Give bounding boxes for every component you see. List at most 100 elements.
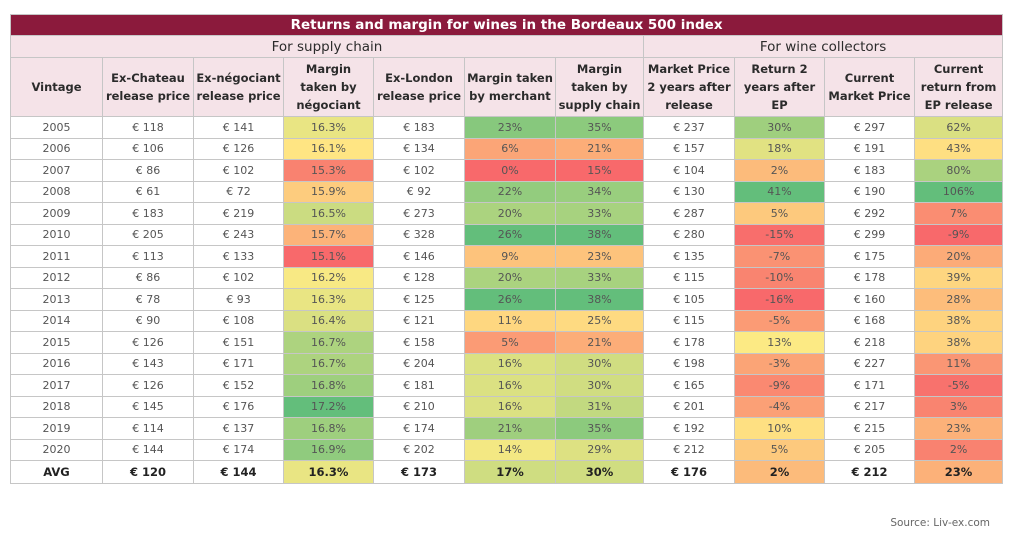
table-cell: € 168	[824, 309, 915, 332]
table-cell: € 86	[102, 159, 194, 182]
avg-cell: 17%	[464, 460, 556, 484]
table-cell: 2007	[10, 159, 103, 182]
table-cell: -9%	[913, 223, 1004, 246]
table-row: 2017 € 126 € 152 16.8% € 181 16% 30% € 165 -9% € …	[10, 374, 1004, 397]
table-row: 2012 € 86 € 102 16.2% € 128 20% 33% € 115 -10% € …	[10, 266, 1004, 289]
table-cell: 11%	[913, 352, 1004, 375]
table-cell: 106%	[913, 180, 1004, 203]
table-cell: -3%	[734, 352, 825, 375]
table-cell: € 171	[824, 374, 915, 397]
table-cell: € 102	[193, 159, 284, 182]
table-cell: € 243	[193, 223, 284, 246]
avg-cell: € 144	[193, 460, 284, 484]
table-cell: 80%	[913, 159, 1004, 182]
table-cell: 16.7%	[283, 331, 374, 354]
table-cell: € 273	[373, 202, 465, 225]
table-cell: 22%	[464, 180, 556, 203]
table-cell: € 287	[643, 202, 735, 225]
table-cell: € 174	[373, 417, 465, 440]
table-cell: 16%	[464, 395, 556, 418]
table-cell: 2019	[10, 417, 103, 440]
table-row: 2010 € 205 € 243 15.7% € 328 26% 38% € 280 -15% €…	[10, 223, 1004, 246]
table-cell: 15.3%	[283, 159, 374, 182]
table-cell: € 183	[102, 202, 194, 225]
table-cell: € 134	[373, 137, 465, 160]
table-cell: 2011	[10, 245, 103, 268]
table-cell: 2005	[10, 116, 103, 139]
table-cell: 14%	[464, 438, 556, 461]
table-cell: -5%	[734, 309, 825, 332]
avg-cell: 2%	[734, 460, 825, 484]
table-cell: 16%	[464, 352, 556, 375]
table-cell: € 178	[824, 266, 915, 289]
table-cell: € 328	[373, 223, 465, 246]
table-cell: € 210	[373, 395, 465, 418]
table-cell: € 158	[373, 331, 465, 354]
table-cell: -16%	[734, 288, 825, 311]
table-cell: -15%	[734, 223, 825, 246]
source-note: Source: Liv-ex.com	[890, 517, 990, 529]
table-cell: € 141	[193, 116, 284, 139]
table-cell: 20%	[464, 266, 556, 289]
table-cell: € 106	[102, 137, 194, 160]
table-row: 2005 € 118 € 141 16.3% € 183 23% 35% € 237 30% € …	[10, 116, 1004, 139]
table-cell: € 93	[193, 288, 284, 311]
table-cell: € 115	[643, 309, 735, 332]
table-cell: 17.2%	[283, 395, 374, 418]
table-cell: -4%	[734, 395, 825, 418]
table-cell: € 181	[373, 374, 465, 397]
table-cell: 29%	[555, 438, 644, 461]
table-cell: 28%	[913, 288, 1004, 311]
column-header-row: Vintage Ex-Chateau release price Ex-négoci…	[10, 57, 1004, 117]
table-cell: 38%	[555, 288, 644, 311]
table-cell: 39%	[913, 266, 1004, 289]
table-row: 2006 € 106 € 126 16.1% € 134 6% 21% € 157 18% € 1…	[10, 137, 1004, 160]
table-cell: € 126	[193, 137, 284, 160]
group-wine-collectors: For wine collectors	[642, 35, 1004, 58]
table-cell: € 174	[193, 438, 284, 461]
table-cell: 33%	[555, 266, 644, 289]
table-row: 2013 € 78 € 93 16.3% € 125 26% 38% € 105 -16% € 1…	[10, 288, 1004, 311]
column-header: Ex-London release price	[373, 57, 465, 117]
column-header: Ex-négociant release price	[193, 57, 284, 117]
table-cell: 38%	[913, 331, 1004, 354]
table-cell: € 280	[643, 223, 735, 246]
table-cell: € 104	[643, 159, 735, 182]
table-cell: 15%	[555, 159, 644, 182]
table-cell: € 125	[373, 288, 465, 311]
table-cell: € 130	[643, 180, 735, 203]
table-cell: 33%	[555, 202, 644, 225]
table-cell: 2012	[10, 266, 103, 289]
avg-cell: 23%	[913, 460, 1004, 484]
table-cell: 13%	[734, 331, 825, 354]
table-cell: 26%	[464, 223, 556, 246]
table-cell: 35%	[555, 417, 644, 440]
returns-table-panel: Returns and margin for wines in the Bord…	[9, 14, 1004, 484]
table-cell: € 299	[824, 223, 915, 246]
table-cell: € 292	[824, 202, 915, 225]
table-cell: € 171	[193, 352, 284, 375]
table-cell: 23%	[913, 417, 1004, 440]
table-cell: 2016	[10, 352, 103, 375]
table-cell: 2020	[10, 438, 103, 461]
table-cell: 21%	[555, 331, 644, 354]
avg-cell: € 212	[824, 460, 915, 484]
table-cell: € 78	[102, 288, 194, 311]
table-cell: 30%	[555, 352, 644, 375]
table-cell: 15.1%	[283, 245, 374, 268]
table-cell: 16.8%	[283, 417, 374, 440]
table-cell: € 86	[102, 266, 194, 289]
group-supply-chain: For supply chain	[10, 35, 644, 58]
table-cell: 30%	[555, 374, 644, 397]
table-cell: € 237	[643, 116, 735, 139]
table-row: 2009 € 183 € 219 16.5% € 273 20% 33% € 287 5% € 2…	[10, 202, 1004, 225]
table-cell: 16%	[464, 374, 556, 397]
table-cell: € 157	[643, 137, 735, 160]
table-cell: 15.7%	[283, 223, 374, 246]
avg-cell: AVG	[10, 460, 103, 484]
table-cell: 23%	[555, 245, 644, 268]
avg-row: AVG € 120 € 144 16.3% € 173 17% 30% € 176 2% € 21…	[10, 460, 1004, 484]
table-cell: 2008	[10, 180, 103, 203]
table-cell: € 128	[373, 266, 465, 289]
table-cell: € 114	[102, 417, 194, 440]
